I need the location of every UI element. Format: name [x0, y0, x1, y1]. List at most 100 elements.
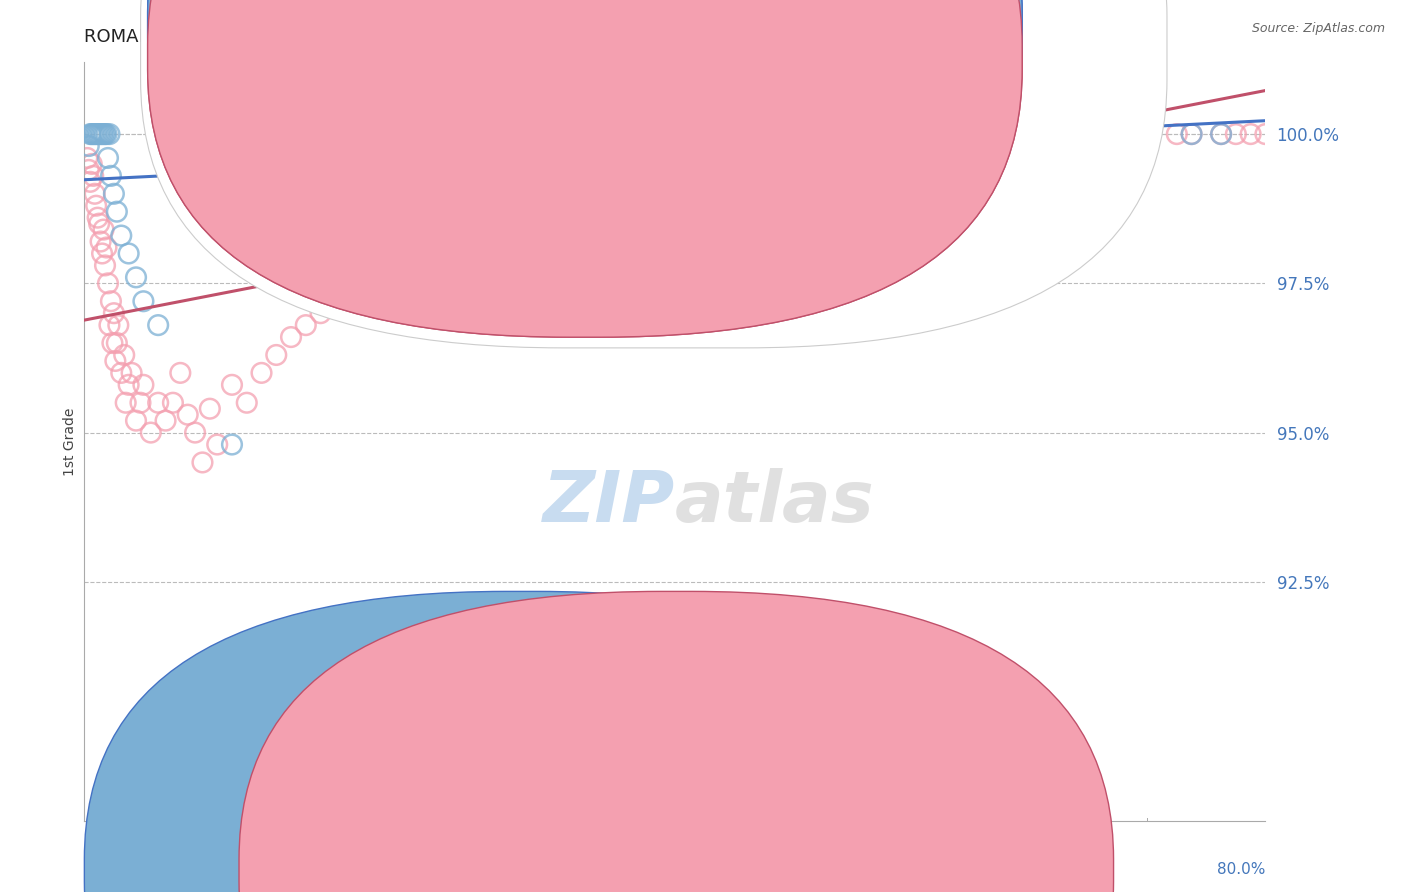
Point	[516, 127, 538, 141]
Point	[79, 127, 101, 141]
Point	[486, 127, 509, 141]
Point	[886, 127, 908, 141]
Point	[309, 127, 332, 141]
Text: 80.0%: 80.0%	[1218, 863, 1265, 878]
Point	[398, 127, 420, 141]
Point	[280, 157, 302, 171]
Y-axis label: 1st Grade: 1st Grade	[63, 408, 77, 475]
Point	[339, 277, 361, 291]
Point	[98, 318, 121, 332]
Point	[1107, 127, 1129, 141]
Point	[191, 455, 214, 469]
Point	[169, 366, 191, 380]
Point	[125, 270, 148, 285]
Point	[738, 127, 761, 141]
Point	[945, 127, 967, 141]
Point	[472, 145, 495, 159]
Point	[959, 127, 981, 141]
Point	[112, 348, 135, 362]
Point	[105, 336, 128, 351]
Text: R = 0.263: R = 0.263	[607, 18, 685, 32]
Point	[155, 414, 177, 428]
Point	[82, 127, 104, 141]
Text: ZIP: ZIP	[543, 467, 675, 537]
Point	[83, 127, 105, 141]
Point	[103, 186, 125, 201]
Text: N = 87: N = 87	[697, 50, 751, 64]
Point	[207, 437, 229, 451]
Point	[96, 240, 118, 254]
Text: R = 0.315: R = 0.315	[607, 50, 683, 64]
Point	[1136, 127, 1159, 141]
Point	[83, 186, 105, 201]
Point	[561, 175, 583, 189]
Point	[811, 127, 834, 141]
Point	[97, 151, 120, 165]
Point	[1211, 127, 1233, 141]
Point	[121, 366, 143, 380]
Point	[782, 246, 804, 260]
Point	[664, 127, 686, 141]
Point	[664, 157, 686, 171]
Text: atlas: atlas	[675, 467, 875, 537]
Text: Source: ZipAtlas.com: Source: ZipAtlas.com	[1251, 22, 1385, 36]
Point	[988, 127, 1011, 141]
Point	[250, 366, 273, 380]
Point	[104, 354, 127, 368]
Point	[198, 401, 221, 416]
Point	[1033, 127, 1056, 141]
Point	[339, 127, 361, 141]
Point	[384, 217, 406, 231]
Point	[177, 175, 200, 189]
Point	[76, 151, 98, 165]
Point	[91, 246, 114, 260]
Point	[87, 127, 111, 141]
Point	[368, 127, 391, 141]
Point	[1181, 127, 1204, 141]
Point	[90, 235, 112, 249]
Point	[398, 199, 420, 213]
Point	[132, 294, 155, 309]
Point	[132, 377, 155, 392]
Point	[295, 318, 318, 332]
Point	[110, 366, 132, 380]
Text: Romanians: Romanians	[544, 863, 628, 878]
Point	[546, 157, 568, 171]
Point	[221, 377, 243, 392]
Point	[148, 395, 170, 409]
Point	[443, 157, 465, 171]
Point	[86, 127, 108, 141]
Point	[738, 127, 761, 141]
Point	[413, 186, 436, 201]
Point	[280, 330, 302, 344]
Point	[1136, 127, 1159, 141]
Text: N = 50: N = 50	[697, 18, 751, 32]
Point	[591, 127, 613, 141]
Point	[959, 127, 981, 141]
Point	[191, 186, 214, 201]
Point	[79, 175, 101, 189]
Point	[125, 414, 148, 428]
Point	[266, 348, 288, 362]
Point	[177, 408, 200, 422]
Point	[1063, 127, 1085, 141]
Point	[1166, 127, 1188, 141]
Point	[1077, 127, 1099, 141]
Point	[93, 127, 115, 141]
Point	[811, 127, 834, 141]
Point	[915, 127, 938, 141]
Text: 0.0%: 0.0%	[84, 863, 124, 878]
Point	[634, 139, 657, 153]
Point	[221, 437, 243, 451]
Point	[368, 246, 391, 260]
Point	[1270, 127, 1292, 141]
Point	[709, 139, 731, 153]
Point	[103, 306, 125, 320]
Point	[139, 425, 162, 440]
Point	[80, 127, 103, 141]
Point	[94, 259, 117, 273]
Text: Burmese: Burmese	[699, 863, 766, 878]
Point	[886, 127, 908, 141]
Point	[250, 181, 273, 195]
Point	[97, 277, 120, 291]
